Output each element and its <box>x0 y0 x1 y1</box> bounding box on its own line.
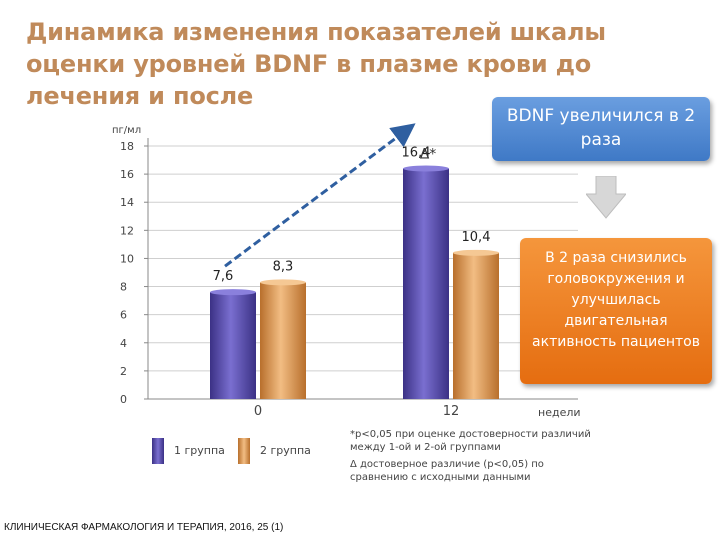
data-label: 8,3 <box>273 259 294 274</box>
source-citation: КЛИНИЧЕСКАЯ ФАРМАКОЛОГИЯ И ТЕРАПИЯ, 2016… <box>4 522 284 533</box>
bar-cap <box>403 165 449 172</box>
footnote-delta: Δ достоверное различие (p<0,05) по сравн… <box>350 459 544 483</box>
data-label: 7,6 <box>213 269 234 284</box>
trend-arrow <box>224 123 416 268</box>
bar-cap <box>453 249 499 256</box>
footnotes: *p<0,05 при оценке достоверности различи… <box>350 428 600 488</box>
legend-item-group2: 2 группа <box>238 438 311 464</box>
callout-bdnf-increase: BDNF увеличился в 2 раза <box>492 97 710 161</box>
bar-cap <box>260 279 306 286</box>
y-tick-label: 6 <box>120 309 127 322</box>
x-axis-title: недели <box>538 406 581 419</box>
y-tick-label: 10 <box>120 252 134 265</box>
y-tick-label: 4 <box>120 337 127 350</box>
data-label: 10,4 <box>462 230 491 245</box>
callout-symptoms: В 2 раза снизились головокружения и улуч… <box>520 238 712 384</box>
data-label: 16,4 <box>402 145 431 160</box>
x-tick-label: 0 <box>254 404 262 419</box>
y-tick-label: 12 <box>120 224 134 237</box>
y-tick-label: 14 <box>120 196 134 209</box>
y-tick-label: 0 <box>120 393 127 406</box>
callout-symptoms-text: В 2 раза снизились головокружения и улуч… <box>532 250 700 350</box>
y-tick-label: 2 <box>120 365 127 378</box>
bar-cap <box>210 289 256 296</box>
legend-item-group1: 1 группа <box>152 438 225 464</box>
slide-title: Динамика изменения показателей шкалы оце… <box>26 18 606 110</box>
x-tick-label: 12 <box>443 404 460 419</box>
bar-group1-week-12 <box>403 168 449 399</box>
y-tick-label: 8 <box>120 281 127 294</box>
callout-bdnf-text: BDNF увеличился в 2 раза <box>506 106 696 150</box>
bar-group2-week-0 <box>260 282 306 399</box>
legend-swatch-group1 <box>152 438 164 464</box>
bar-group2-week-12 <box>453 252 499 399</box>
footnote-significance: *p<0,05 при оценке достоверности различи… <box>350 429 591 453</box>
legend-label-group2: 2 группа <box>260 444 311 457</box>
y-axis-unit-label: пг/мл <box>112 125 141 136</box>
down-arrow-icon <box>586 176 626 219</box>
legend-label-group1: 1 группа <box>174 444 225 457</box>
significance-annotation: Δ* <box>420 146 437 162</box>
y-tick-label: 16 <box>120 168 134 181</box>
bar-group1-week-0 <box>210 292 256 399</box>
legend-swatch-group2 <box>238 438 250 464</box>
y-tick-label: 18 <box>120 140 134 153</box>
